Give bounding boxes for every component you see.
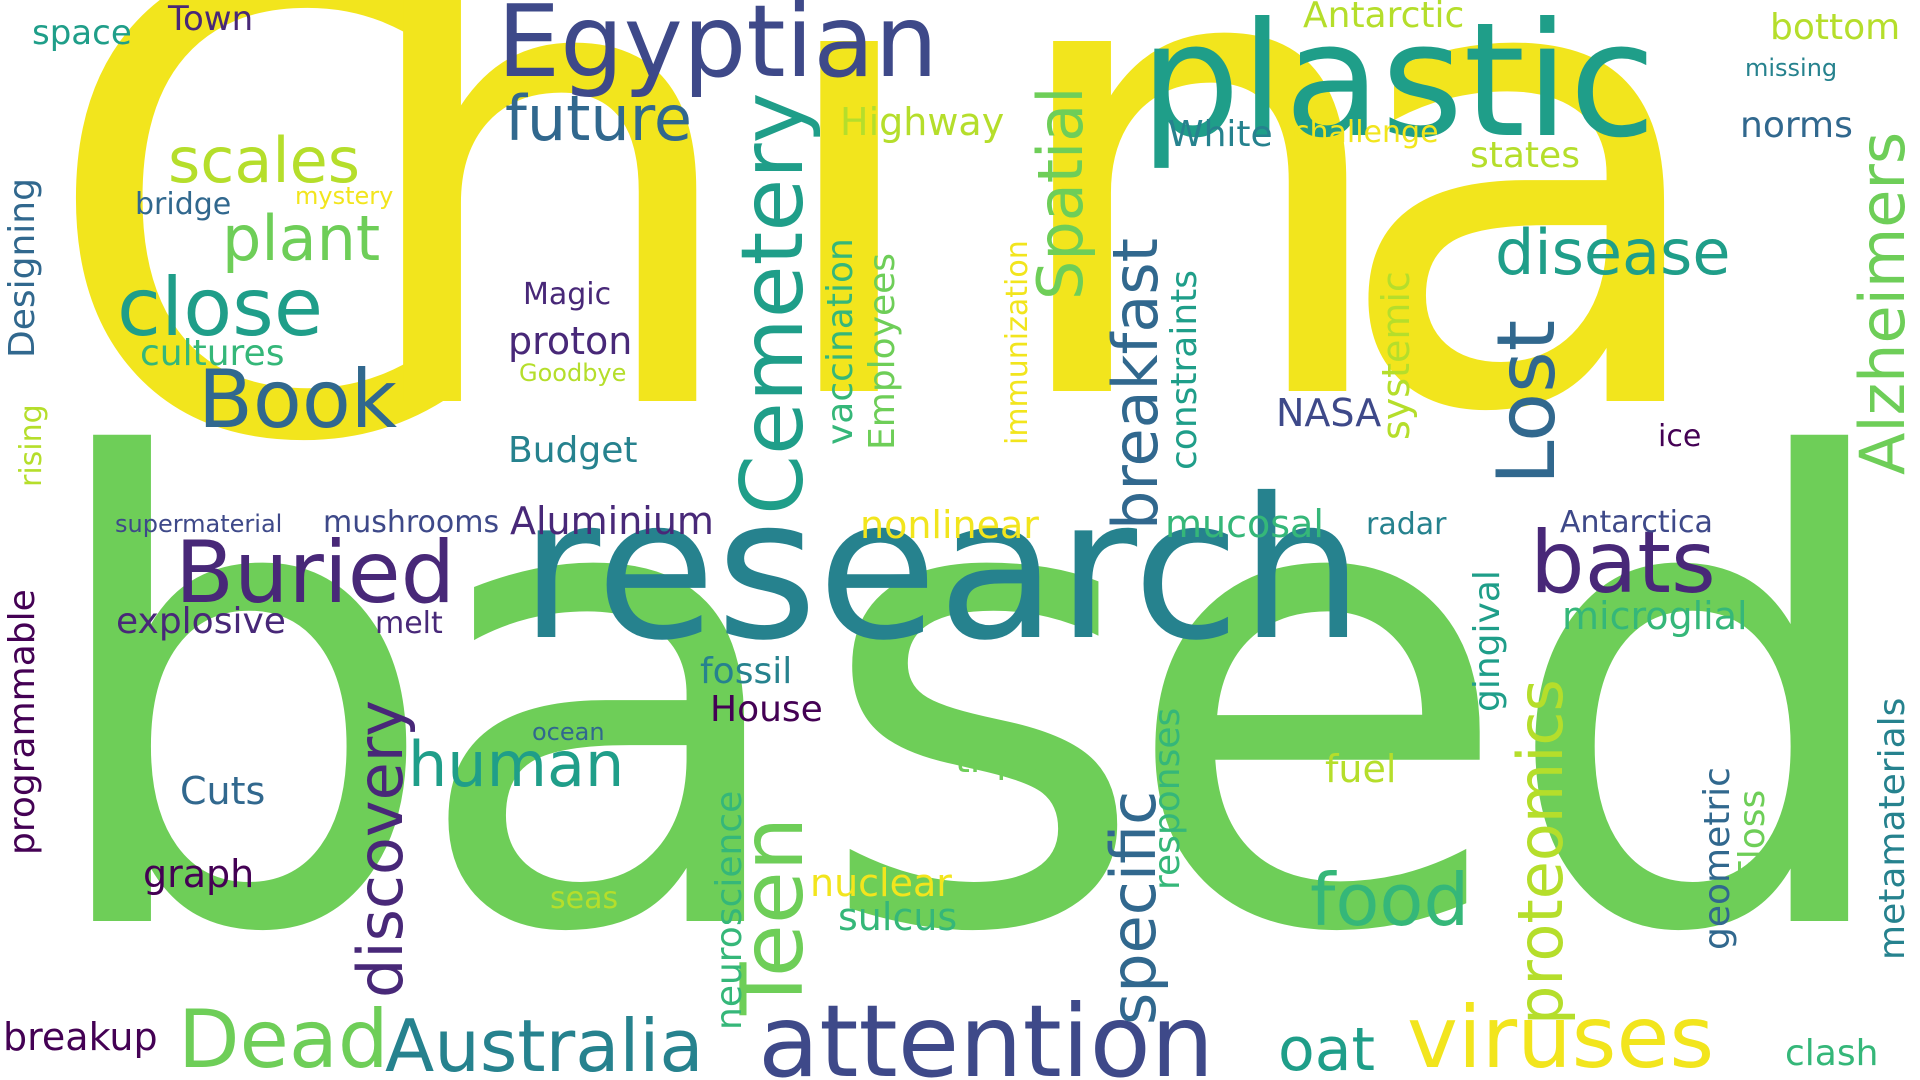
- word-immunization: immunization: [1000, 240, 1035, 445]
- word-vaccination: vaccination: [820, 238, 861, 445]
- word-states: states: [1470, 135, 1580, 176]
- word-house: House: [710, 689, 823, 730]
- word-breakup: breakup: [3, 1015, 158, 1059]
- word-designing: Designing: [2, 178, 43, 358]
- word-cemetery: Cemetery: [723, 92, 823, 515]
- word-programmable: programmable: [2, 589, 43, 855]
- word-buried: Buried: [175, 523, 456, 623]
- word-highway: Highway: [840, 100, 1005, 144]
- word-microglial: microglial: [1562, 594, 1748, 638]
- word-neuroscience: neuroscience: [709, 790, 750, 1030]
- word-dead: Dead: [178, 993, 389, 1080]
- word-supermaterial: supermaterial: [115, 510, 283, 538]
- word-fuel: fuel: [1325, 747, 1397, 791]
- word-china-c: C: [40, 0, 487, 582]
- word-constraints: constraints: [1164, 269, 1205, 470]
- word-food: food: [1310, 858, 1470, 942]
- word-spatial: Spatial: [1024, 86, 1097, 300]
- word-discovery: discovery: [344, 700, 417, 998]
- word-china-h: h: [345, 0, 751, 552]
- word-cuts: Cuts: [180, 769, 266, 813]
- word-graph: graph: [143, 852, 255, 896]
- word-fossil: fossil: [700, 651, 793, 692]
- word-aluminium: Aluminium: [510, 499, 714, 543]
- word-china-i: i: [760, 0, 938, 542]
- word-space: space: [32, 13, 132, 53]
- word-australia: Australia: [385, 1004, 704, 1080]
- word-responses: responses: [1147, 707, 1188, 890]
- word-floss: Floss: [1732, 789, 1773, 880]
- word-clash: clash: [1785, 1033, 1879, 1074]
- word-ocean: ocean: [532, 718, 605, 746]
- word-based-b: b: [35, 327, 442, 1072]
- word-human: human: [408, 728, 625, 801]
- word-plant: plant: [222, 202, 381, 275]
- word-systemic: systemic: [1374, 271, 1418, 440]
- word-bats: bats: [1530, 513, 1716, 613]
- word-close: close: [117, 261, 324, 354]
- word-book: Book: [198, 353, 398, 446]
- word-china-n: n: [995, 0, 1401, 542]
- word-geometric: geometric: [1697, 767, 1738, 950]
- word-radar: radar: [1366, 507, 1447, 542]
- word-mushrooms: mushrooms: [323, 505, 500, 540]
- word-antarctic: Antarctic: [1303, 0, 1465, 36]
- word-scales: scales: [168, 124, 361, 197]
- word-disease: disease: [1495, 216, 1731, 289]
- word-plastic: plastic: [1140, 0, 1657, 173]
- word-attention: attention: [758, 983, 1215, 1080]
- word-nuclear: nuclear: [810, 861, 952, 905]
- word-metamaterials: metamaterials: [1872, 697, 1913, 960]
- word-goodbye: Goodbye: [519, 359, 627, 387]
- word-melt: melt: [375, 606, 443, 641]
- word-gingival: gingival: [1467, 570, 1508, 712]
- word-egyptian: Egyptian: [497, 0, 938, 100]
- word-budget: Budget: [508, 430, 638, 471]
- word-future: future: [505, 82, 692, 155]
- word-bridge: bridge: [135, 187, 232, 222]
- word-magic: Magic: [523, 277, 612, 312]
- word-employees: Employees: [862, 252, 903, 450]
- word-mystery: mystery: [295, 182, 394, 210]
- word-china-a: a: [1330, 0, 1723, 552]
- word-lost: Lost: [1480, 319, 1573, 485]
- word-bottom: bottom: [1770, 7, 1901, 48]
- word-based-e: e: [1120, 327, 1514, 1072]
- word-proteomics: proteomics: [1504, 679, 1577, 1025]
- word-norms: norms: [1740, 105, 1853, 146]
- word-alzheimers: Alzheimers: [1846, 131, 1919, 475]
- word-mucosal: mucosal: [1165, 502, 1324, 546]
- word-rising: rising: [14, 404, 49, 487]
- word-based-d: d: [1500, 327, 1907, 1072]
- word-research: research: [520, 456, 1364, 683]
- word-based-a: a: [410, 327, 803, 1072]
- word-antarctica: Antarctica: [1560, 505, 1713, 540]
- word-triple: triple: [955, 737, 1055, 781]
- word-nonlinear: nonlinear: [860, 503, 1039, 547]
- word-nasa: NASA: [1276, 391, 1382, 435]
- word-town: Town: [168, 0, 254, 39]
- word-cultures: cultures: [140, 333, 285, 374]
- word-oat: oat: [1278, 1015, 1376, 1080]
- word-sulcus: sulcus: [838, 895, 958, 939]
- word-missing: missing: [1745, 54, 1838, 82]
- word-explosive: explosive: [116, 601, 286, 642]
- word-based-s: s: [815, 327, 1149, 1072]
- word-ice: ice: [1658, 419, 1702, 454]
- word-viruses: viruses: [1407, 988, 1715, 1080]
- word-proton: proton: [508, 319, 633, 363]
- word-white: White: [1168, 114, 1273, 155]
- word-breakfast: breakfast: [1099, 238, 1172, 530]
- word-seas: seas: [550, 881, 619, 916]
- word-challenge: challenge: [1293, 115, 1439, 150]
